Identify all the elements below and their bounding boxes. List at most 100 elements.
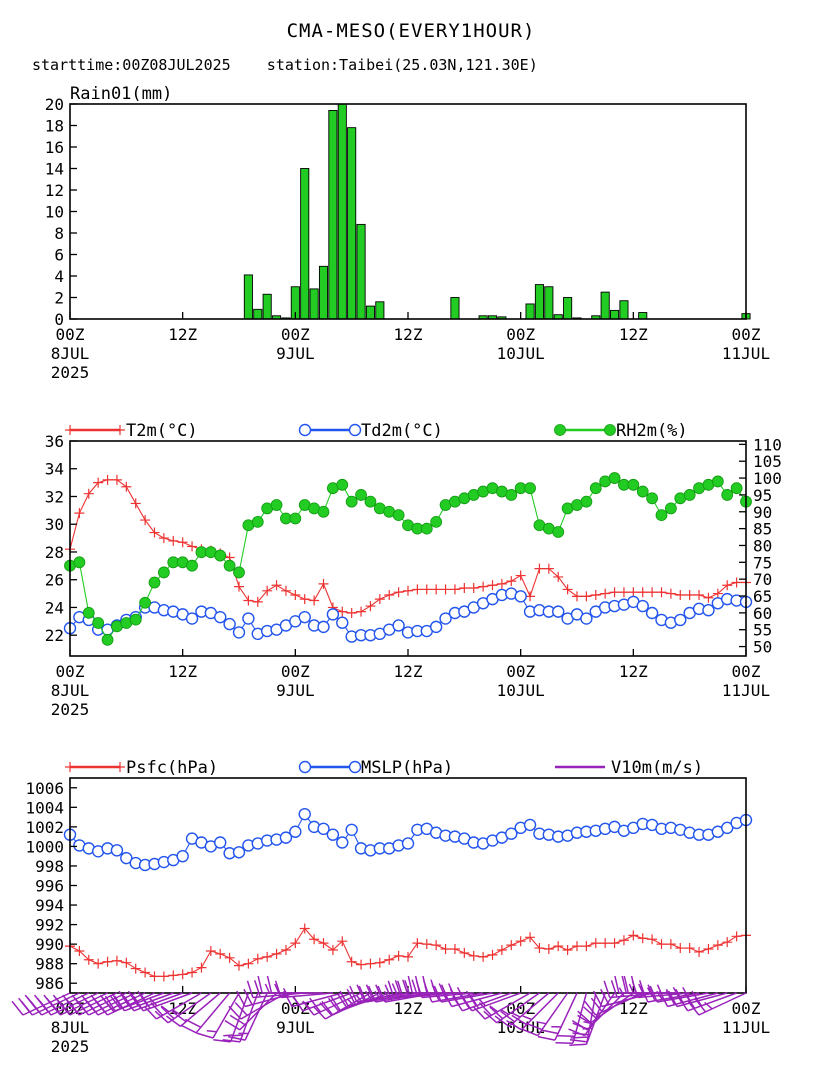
circle-marker <box>120 851 133 865</box>
wind-barb <box>180 992 231 1034</box>
plus-marker <box>543 563 554 574</box>
legend-label: RH2m(%) <box>616 421 688 441</box>
x-tick-label: 12Z <box>168 325 197 344</box>
wind-barb <box>104 990 165 1012</box>
plus-marker <box>665 588 676 599</box>
wind-barb <box>568 992 616 1037</box>
filled-marker <box>289 512 302 525</box>
plus-marker <box>449 584 460 595</box>
plus-marker <box>581 591 592 602</box>
filled-marker <box>345 495 358 508</box>
plus-marker <box>478 951 489 962</box>
wind-barb <box>11 992 71 1016</box>
wind-barb <box>143 992 202 1020</box>
wind-barb <box>521 992 569 1037</box>
x-year-label: 2025 <box>51 363 90 382</box>
plus-marker <box>346 956 357 967</box>
wind-barb <box>571 992 625 1031</box>
x-tick-label: 12Z <box>619 662 648 681</box>
plus-marker <box>525 932 536 943</box>
x-tick-label: 00Z <box>281 662 310 681</box>
y-tick-label: 1004 <box>25 798 64 817</box>
plus-marker <box>459 583 470 594</box>
filled-marker <box>223 559 236 572</box>
plus-marker <box>412 938 423 949</box>
rain-bar <box>450 297 460 320</box>
wind-barb <box>49 992 108 1016</box>
plus-marker <box>647 587 658 598</box>
plus-marker <box>694 946 705 957</box>
circle-marker <box>214 610 227 624</box>
y-tick-label: 20 <box>45 95 64 114</box>
filled-marker <box>420 522 433 535</box>
x-tick-label: 00Z <box>281 325 310 344</box>
plus-marker <box>506 576 517 587</box>
wind-barb <box>77 992 137 1016</box>
wind-barb <box>30 992 90 1016</box>
plus-marker <box>365 958 376 969</box>
y-tick-label: 90 <box>753 503 772 522</box>
plus-marker <box>140 515 151 526</box>
plus-marker <box>280 945 291 955</box>
legend-label: V10m(m/s) <box>611 758 703 778</box>
circle-marker <box>336 616 349 629</box>
x-tick-label: 00Z <box>56 325 85 344</box>
x-tick-label: 12Z <box>394 662 423 681</box>
wind-barb <box>472 992 531 1020</box>
plus-marker <box>675 943 686 954</box>
plus-marker <box>572 941 582 952</box>
plus-marker <box>158 971 169 982</box>
filled-marker <box>214 549 227 562</box>
circle-marker <box>185 612 199 625</box>
x-day-label: 9JUL <box>276 681 315 700</box>
plus-marker <box>553 571 564 582</box>
x-day-label: 10JUL <box>497 344 545 363</box>
rain-bar <box>600 291 610 320</box>
circle-marker <box>505 827 518 840</box>
plus-marker <box>515 936 526 947</box>
circle-marker <box>401 837 415 850</box>
pressure-legend: Psfc(hPa) MSLP(hPa) V10m(m/s) <box>65 758 703 778</box>
y-tick-label: 100 <box>753 469 782 488</box>
rain-bar <box>563 297 573 320</box>
filled-marker <box>251 515 264 528</box>
y-tick-label: 14 <box>45 160 64 179</box>
y-tick-label: 75 <box>753 553 772 572</box>
filled-marker <box>554 424 566 436</box>
y-tick-label: 24 <box>45 598 64 617</box>
plus-marker <box>262 951 273 962</box>
circle-marker <box>645 606 659 620</box>
wind-barb <box>433 983 493 1003</box>
plus-marker <box>722 580 733 591</box>
filled-marker <box>430 515 443 528</box>
plus-marker <box>543 944 554 955</box>
plus-marker <box>83 954 94 965</box>
wind-barb <box>358 984 418 1003</box>
plus-marker <box>252 953 263 964</box>
y-tick-label: 994 <box>35 896 64 915</box>
plus-marker <box>421 939 432 950</box>
wind-barb <box>537 992 578 1041</box>
plus-marker <box>431 940 442 951</box>
pressure-panel: Psfc(hPa) MSLP(hPa) V10m(m/s) 986988990992… <box>11 758 770 1056</box>
rain-bar <box>337 103 347 320</box>
rain-bar <box>309 288 319 320</box>
plus-marker <box>496 578 507 589</box>
plus-marker <box>393 950 404 961</box>
plus-marker <box>243 595 254 606</box>
rain-bar <box>365 305 375 320</box>
legend-label: MSLP(hPa) <box>361 758 453 778</box>
plus-marker <box>384 954 395 965</box>
y-tick-label: 998 <box>35 857 64 876</box>
circle-marker <box>176 849 189 863</box>
plus-marker <box>168 970 179 981</box>
circle-marker <box>298 807 311 821</box>
y-tick-label: 34 <box>45 460 64 479</box>
plus-marker <box>93 477 104 488</box>
filled-marker <box>608 472 621 484</box>
filled-marker <box>317 505 330 518</box>
wind-barb <box>555 992 588 1044</box>
x-day-label: 11JUL <box>722 681 770 700</box>
